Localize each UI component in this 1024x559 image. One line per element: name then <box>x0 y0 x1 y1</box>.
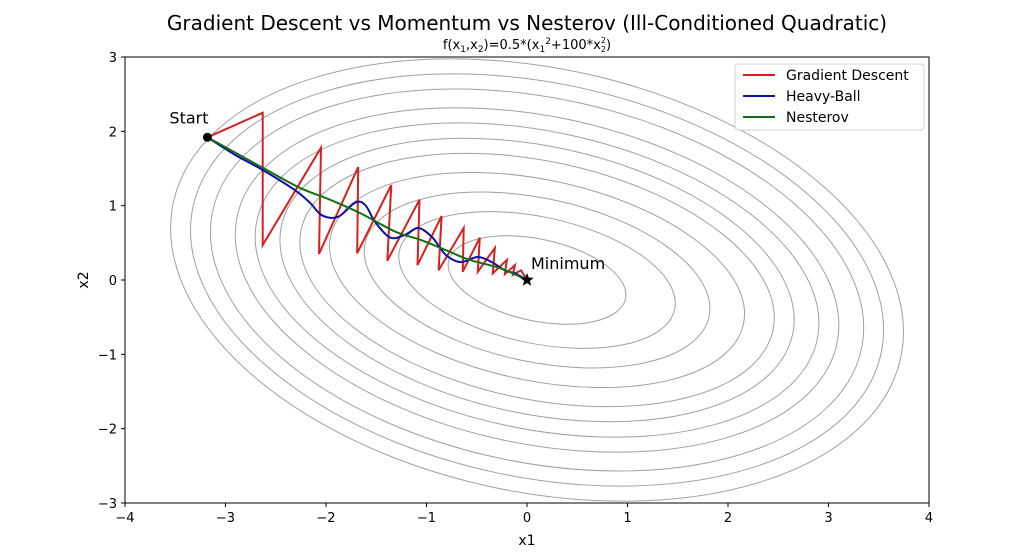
y-tick-label: 2 <box>109 125 117 140</box>
subtitle-sup: 2 <box>545 37 551 47</box>
legend: Gradient Descent Heavy-Ball Nesterov <box>734 63 925 131</box>
series-group <box>206 111 528 281</box>
y-tick-label: 3 <box>109 51 117 66</box>
legend-label-heavy-ball: Heavy-Ball <box>786 89 861 105</box>
contour-line <box>363 191 711 369</box>
x-axis: −4 −3 −2 −1 0 1 2 3 4 <box>115 503 933 526</box>
x-tick-label: −2 <box>316 511 335 526</box>
start-marker <box>202 132 212 142</box>
y-tick-label: −3 <box>98 497 117 512</box>
chart-subtitle: f(x1,x2)=0.5*(x12+100*x22) <box>443 36 611 55</box>
y-tick-label: −2 <box>98 423 117 438</box>
minimum-star-icon <box>520 273 534 286</box>
x-tick-label: −3 <box>216 511 235 526</box>
subtitle-sup: 2 <box>601 36 606 45</box>
x-tick-label: 1 <box>623 511 631 526</box>
subtitle-part: +100*x <box>551 38 601 53</box>
contour-group <box>170 58 904 502</box>
start-annotation: Start <box>169 108 208 127</box>
legend-label-gradient-descent: Gradient Descent <box>786 68 909 84</box>
contour-line <box>209 88 865 472</box>
subtitle-part: ) <box>606 38 611 53</box>
contour-line <box>447 235 627 325</box>
subtitle-sub: 2 <box>478 45 484 55</box>
y-tick-label: −1 <box>98 348 117 363</box>
y-tick-label: 0 <box>109 274 117 289</box>
x-tick-label: −4 <box>115 511 134 526</box>
legend-box <box>734 63 925 131</box>
y-axis: −3 −2 −1 0 1 2 3 <box>98 51 125 512</box>
subtitle-sub: 2 <box>601 45 606 54</box>
contour-line <box>329 171 746 389</box>
x-axis-label: x1 <box>518 533 535 549</box>
series-line-heavy-ball <box>206 136 528 281</box>
contour-line <box>299 152 775 408</box>
legend-label-nesterov: Nesterov <box>786 110 849 126</box>
subtitle-sub: 1 <box>460 45 466 55</box>
y-axis-label: x2 <box>76 271 92 288</box>
contour-line <box>398 211 676 349</box>
x-tick-label: 3 <box>824 511 832 526</box>
x-tick-label: 4 <box>925 511 933 526</box>
series-line-gradient-descent <box>206 111 528 281</box>
marker-group: Start Minimum <box>169 108 605 286</box>
contour-line <box>170 58 904 502</box>
x-tick-label: 2 <box>724 511 732 526</box>
subtitle-part: )=0.5*(x <box>484 38 540 53</box>
contour-line <box>254 122 820 438</box>
chart-title: Gradient Descent vs Momentum vs Nesterov… <box>167 11 887 35</box>
minimum-annotation: Minimum <box>531 254 605 273</box>
x-tick-label: −1 <box>417 511 436 526</box>
subtitle-part: ,x <box>466 38 478 53</box>
subtitle-part: f(x <box>443 38 461 53</box>
contour-line <box>279 137 795 423</box>
y-tick-label: 1 <box>109 200 117 215</box>
contour-line <box>190 73 885 487</box>
contour-line <box>234 107 840 453</box>
x-tick-label: 0 <box>523 511 531 526</box>
subtitle-sub: 1 <box>539 45 545 55</box>
series-line-nesterov <box>206 136 528 281</box>
